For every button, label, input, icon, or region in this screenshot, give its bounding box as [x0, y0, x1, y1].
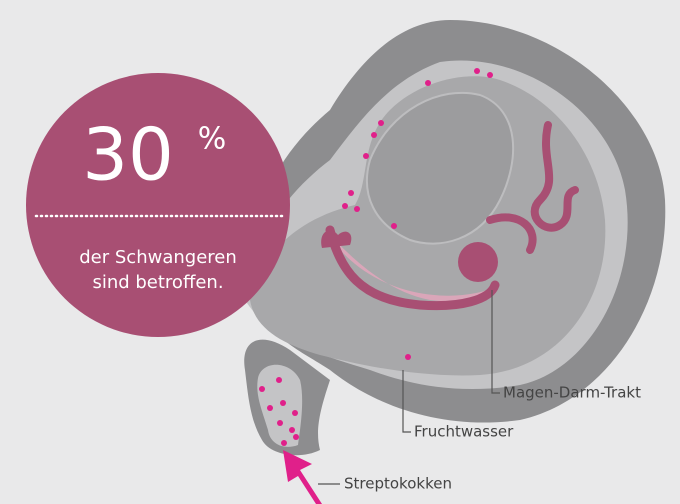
stat-unit: % [198, 122, 227, 157]
label: Magen-Darm-Trakt [503, 384, 641, 402]
label: Fruchtwasser [414, 423, 514, 441]
stat-caption: der Schwangeren [79, 247, 237, 268]
stat-caption: sind betroffen. [92, 272, 223, 293]
infographic: 30 % der Schwangeren sind betroffen. Mag… [0, 0, 680, 504]
stat-circle: 30 % der Schwangeren sind betroffen. [26, 73, 290, 337]
stat-value: 30 [82, 113, 174, 197]
label: Streptokokken [344, 475, 452, 493]
page: 30 % der Schwangeren sind betroffen. Mag… [0, 0, 680, 504]
